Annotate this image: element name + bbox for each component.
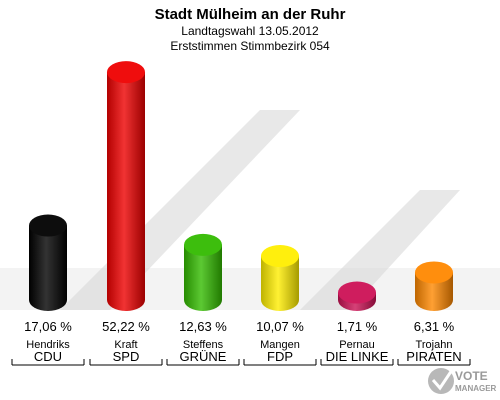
logo-checkmark bbox=[431, 369, 454, 391]
bar-body bbox=[184, 244, 222, 311]
bar-body bbox=[415, 272, 453, 311]
bar-body bbox=[29, 225, 67, 311]
category-label: DIE LINKE bbox=[326, 349, 389, 364]
bar-cap bbox=[261, 245, 299, 268]
bar-cdu bbox=[29, 214, 67, 311]
category-label: FDP bbox=[267, 349, 293, 364]
bar-body bbox=[107, 72, 145, 311]
bar-fdp bbox=[261, 245, 299, 311]
candidate-label: Hendriks bbox=[26, 339, 70, 351]
value-label: 17,06 % bbox=[24, 319, 72, 334]
value-label: 12,63 % bbox=[179, 319, 227, 334]
bar-body bbox=[261, 256, 299, 311]
bar-cap bbox=[338, 281, 376, 304]
bar-cap bbox=[107, 61, 145, 84]
bar-grüne bbox=[184, 233, 222, 311]
value-label: 1,71 % bbox=[337, 319, 378, 334]
bar-cap bbox=[29, 214, 67, 237]
vote-manager-logo: VOTE MANAGER bbox=[428, 368, 497, 394]
candidate-label: Pernau bbox=[339, 339, 374, 351]
logo-text-vote: VOTE bbox=[455, 369, 488, 383]
value-label: 10,07 % bbox=[256, 319, 304, 334]
chart-subtitle: Landtagswahl 13.05.2012 bbox=[181, 24, 319, 38]
bar-cap bbox=[415, 261, 453, 284]
category-label: SPD bbox=[113, 349, 140, 364]
chart-subtitle-2: Erststimmen Stimmbezirk 054 bbox=[170, 39, 330, 53]
bar-die-linke bbox=[338, 281, 376, 311]
category-label: GRÜNE bbox=[180, 349, 227, 364]
logo-text-manager: MANAGER bbox=[455, 384, 497, 393]
candidate-label: Mangen bbox=[260, 339, 300, 351]
bar-piraten bbox=[415, 261, 453, 311]
background-diagonal-2 bbox=[300, 190, 460, 310]
value-label: 6,31 % bbox=[414, 319, 455, 334]
category-label: CDU bbox=[34, 349, 62, 364]
chart-title: Stadt Mülheim an der Ruhr bbox=[155, 6, 346, 23]
category-label: PIRATEN bbox=[406, 349, 461, 364]
bar-spd bbox=[107, 61, 145, 311]
candidate-label: Kraft bbox=[114, 339, 137, 351]
bars bbox=[29, 61, 453, 311]
candidate-label: Steffens bbox=[183, 339, 224, 351]
candidate-label: Trojahn bbox=[416, 339, 453, 351]
bar-cap bbox=[184, 233, 222, 256]
value-label: 52,22 % bbox=[102, 319, 150, 334]
